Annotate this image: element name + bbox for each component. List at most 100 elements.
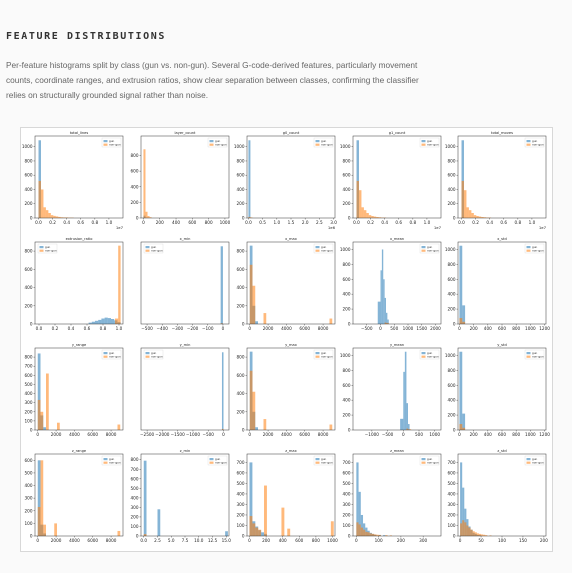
- x-tick-label: 0: [459, 538, 462, 543]
- legend-box: [101, 349, 122, 360]
- y-tick-label: 800: [25, 249, 33, 254]
- x-tick-label: 2000: [263, 326, 274, 331]
- x-tick-label: 500: [415, 432, 423, 437]
- legend-label: gun: [321, 245, 327, 249]
- histogram-bar-non-gun: [40, 189, 44, 218]
- x-tick-label: 1.0: [273, 220, 280, 225]
- x-tick-label: 0.6: [395, 220, 402, 225]
- legend-label: non-gun: [321, 249, 333, 253]
- legend-box: [419, 349, 440, 360]
- y-tick-label: 0: [242, 322, 245, 327]
- x-tick-label: −500: [141, 326, 153, 331]
- x-tick-label: 0.6: [84, 326, 91, 331]
- y-tick-label: 200: [131, 200, 139, 205]
- y-tick-label: 100: [25, 521, 33, 526]
- x-tick-label: 5.0: [168, 538, 175, 543]
- y-tick-label: 200: [448, 307, 456, 312]
- histogram-bar-non-gun: [46, 373, 49, 430]
- y-tick-label: 0: [348, 428, 351, 433]
- subplot-title: x_max: [285, 237, 298, 241]
- x-tick-label: 400: [484, 326, 492, 331]
- subplot-title: total_lines: [70, 131, 89, 135]
- legend-swatch-gun: [315, 458, 320, 461]
- histogram-bar-gun: [220, 246, 223, 324]
- histogram-bar-non-gun: [406, 428, 408, 430]
- legend-swatch-non-gun: [526, 461, 531, 464]
- histogram-bar-non-gun: [360, 527, 364, 536]
- x-tick-label: 400: [172, 220, 180, 225]
- legend-label: non-gun: [215, 143, 227, 147]
- y-tick-label: 300: [131, 505, 139, 510]
- subplot-title: z_min: [180, 449, 190, 453]
- legend-label: non-gun: [427, 249, 439, 253]
- histogram-bar-gun: [383, 535, 386, 536]
- legend-swatch-gun: [421, 246, 426, 249]
- legend-box: [313, 137, 334, 148]
- histogram-bar-non-gun: [389, 535, 392, 536]
- legend-label: gun: [427, 245, 433, 249]
- x-tick-label: 4000: [69, 538, 80, 543]
- histogram-bar-non-gun: [462, 321, 466, 324]
- subplot-title: y_mean: [390, 343, 404, 347]
- histogram-bar-non-gun: [115, 318, 119, 324]
- y-tick-label: 400: [237, 187, 245, 192]
- x-tick-label: 1000: [220, 220, 231, 225]
- x-tick-label: 12.5: [208, 538, 218, 543]
- histogram-bar-gun: [225, 531, 228, 536]
- histogram-bar-gun: [143, 460, 147, 536]
- subplot-title: g1_count: [389, 131, 406, 135]
- legend-box: [207, 455, 228, 466]
- histogram-bar-gun: [221, 352, 224, 430]
- legend-swatch-gun: [421, 140, 426, 143]
- subplot-title: y_min: [180, 343, 191, 347]
- x-tick-label: 8000: [106, 538, 117, 543]
- histogram-bar-non-gun: [117, 530, 121, 536]
- y-tick-label: 200: [25, 508, 33, 513]
- x-tick-label: 6000: [87, 538, 98, 543]
- histogram-bar-non-gun: [287, 528, 291, 536]
- subplot-title: x_mean: [390, 237, 404, 241]
- legend-label: gun: [45, 245, 51, 249]
- histogram-bar-gun: [104, 317, 108, 324]
- legend-swatch-gun: [103, 458, 108, 461]
- x-tick-label: 1.0: [116, 326, 123, 331]
- histogram-bar-gun: [406, 403, 408, 430]
- subplot-title: z_range: [72, 449, 87, 453]
- y-tick-label: 500: [25, 382, 33, 387]
- x-tick-label: 600: [498, 326, 506, 331]
- histogram-bar-non-gun: [356, 180, 359, 218]
- y-tick-label: 600: [25, 373, 33, 378]
- histogram-bar-gun: [101, 318, 105, 324]
- y-tick-label: 200: [237, 303, 245, 308]
- axes-frame: [34, 135, 124, 219]
- histogram-bar-non-gun: [55, 216, 59, 218]
- y-tick-label: 200: [25, 303, 33, 308]
- histogram-bar-non-gun: [476, 533, 479, 536]
- axes-frame: [34, 453, 124, 537]
- legend-box: [313, 455, 334, 466]
- axes-frame: [457, 241, 547, 325]
- y-tick-label: 100: [448, 523, 456, 528]
- histogram-bar-non-gun: [474, 532, 477, 536]
- axes-frame: [34, 347, 124, 431]
- x-tick-label: 1200: [539, 326, 550, 331]
- x-tick-label: 1000: [403, 326, 414, 331]
- legend-swatch-non-gun: [39, 249, 44, 252]
- histogram-bar-non-gun: [471, 213, 474, 218]
- y-tick-label: 1000: [340, 144, 351, 149]
- legend-label: gun: [215, 457, 221, 461]
- x-tick-label: −100: [202, 326, 214, 331]
- histogram-bar-gun: [37, 460, 41, 536]
- legend-swatch-gun: [103, 140, 108, 143]
- y-tick-label: 0: [348, 534, 351, 539]
- legend-swatch-gun: [526, 140, 531, 143]
- x-tick-label: 3.0: [330, 220, 337, 225]
- x-tick-label: 800: [512, 432, 520, 437]
- histogram-bar-non-gun: [478, 216, 482, 218]
- legend-box: [101, 455, 122, 466]
